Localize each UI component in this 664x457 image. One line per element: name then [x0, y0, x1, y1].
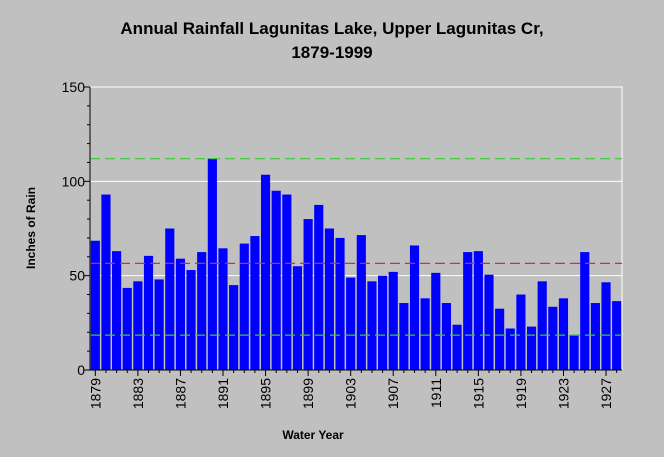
x-tick-label: 1879	[87, 378, 103, 409]
x-tick-label: 1923	[556, 378, 572, 409]
bar-1897	[282, 194, 292, 370]
bar-1891	[218, 248, 228, 370]
x-tick-label: 1915	[470, 378, 486, 409]
bar-1914	[463, 252, 473, 370]
chart-title-line1: Annual Rainfall Lagunitas Lake, Upper La…	[120, 19, 543, 38]
y-tick-label: 50	[69, 268, 85, 284]
bar-1912	[441, 303, 452, 370]
bar-1920	[526, 326, 537, 370]
y-tick-label: 0	[77, 362, 85, 378]
bar-1904	[356, 235, 366, 370]
x-tick-label: 1883	[130, 378, 146, 409]
x-tick-label: 1887	[172, 378, 188, 409]
bar-1882	[122, 287, 132, 370]
bar-1909	[409, 245, 420, 370]
bar-1898	[292, 266, 303, 370]
bar-1910	[420, 298, 430, 370]
bar-1889	[197, 252, 207, 370]
bar-1884	[143, 255, 154, 370]
bar-1892	[229, 285, 239, 370]
x-tick-label: 1927	[598, 378, 614, 409]
bar-1907	[388, 271, 398, 370]
bar-1894	[250, 236, 260, 370]
bar-1924	[569, 335, 579, 370]
bar-1885	[154, 279, 164, 370]
bar-1906	[378, 275, 388, 370]
bar-1908	[399, 303, 409, 370]
y-tick-label: 150	[62, 79, 86, 95]
bar-1902	[335, 237, 345, 370]
bar-1900	[314, 204, 324, 370]
bar-1911	[431, 272, 441, 370]
bar-1923	[558, 298, 569, 370]
bar-1905	[367, 281, 377, 370]
bar-1880	[101, 194, 111, 370]
bar-1895	[260, 174, 271, 370]
x-tick-label: 1891	[215, 378, 231, 409]
x-axis-label: Water Year	[282, 428, 344, 442]
bar-1887	[175, 258, 186, 370]
bar-1918	[505, 328, 515, 370]
bar-1879	[90, 240, 100, 370]
bar-1919	[516, 294, 526, 370]
bar-1917	[495, 308, 505, 370]
y-axis-label: Inches of Rain	[24, 187, 38, 269]
bar-1913	[452, 324, 462, 370]
bar-1883	[133, 281, 143, 370]
x-tick-label: 1911	[428, 378, 444, 408]
y-tick-label: 100	[62, 173, 86, 189]
bar-1890	[207, 158, 217, 370]
bar-1901	[324, 228, 334, 370]
x-tick-label: 1895	[258, 378, 274, 409]
bar-1922	[548, 306, 558, 370]
bar-1893	[239, 243, 249, 370]
bar-1881	[112, 251, 122, 370]
bar-1899	[303, 219, 313, 370]
bar-1915	[473, 251, 483, 370]
bar-1886	[165, 228, 175, 370]
x-tick-label: 1919	[513, 378, 529, 409]
bar-1921	[537, 281, 547, 370]
bar-1896	[271, 190, 281, 370]
bar-1888	[186, 270, 196, 370]
x-tick-label: 1907	[385, 378, 401, 409]
bar-1916	[484, 274, 494, 370]
x-tick-label: 1899	[300, 378, 316, 409]
bar-1903	[346, 277, 356, 370]
bar-1926	[590, 303, 600, 370]
chart-title-line2: 1879-1999	[291, 43, 372, 62]
x-tick-label: 1903	[343, 378, 359, 409]
bar-1925	[580, 252, 590, 370]
bar-1927	[601, 282, 611, 370]
